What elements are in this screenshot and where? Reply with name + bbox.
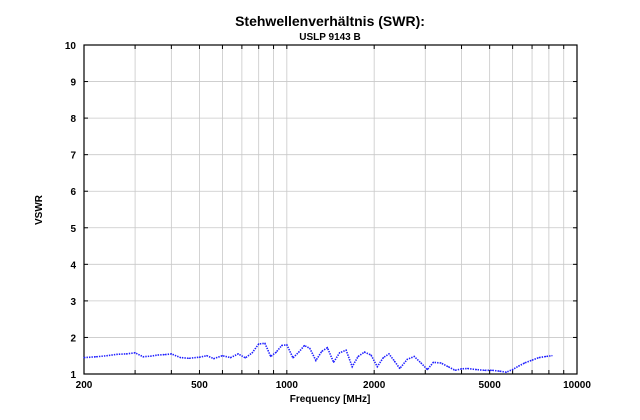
x-tick-label: 500	[191, 380, 208, 391]
data-point	[258, 343, 260, 345]
data-point	[309, 347, 311, 349]
data-point	[270, 355, 272, 358]
data-point	[83, 357, 85, 359]
data-point	[281, 344, 283, 347]
vswr-series-line	[83, 342, 553, 374]
y-tick-label: 2	[70, 333, 76, 344]
y-tick-label: 10	[65, 41, 77, 52]
data-point	[454, 369, 456, 371]
y-tick-label: 4	[70, 260, 76, 271]
data-point	[382, 357, 384, 359]
data-point	[134, 352, 136, 354]
x-tick-label: 1000	[276, 380, 299, 391]
data-point	[483, 369, 486, 371]
x-tick-label: 5000	[479, 380, 502, 391]
data-point	[188, 357, 190, 359]
data-point	[116, 353, 118, 355]
data-point	[399, 367, 401, 370]
data-point	[440, 362, 442, 364]
data-point	[150, 355, 152, 357]
data-point	[179, 357, 182, 359]
data-point	[505, 371, 507, 373]
data-point	[244, 357, 246, 359]
data-point	[475, 369, 477, 371]
data-point	[326, 347, 328, 349]
data-point	[376, 366, 378, 368]
data-point	[213, 358, 215, 360]
data-point	[292, 357, 294, 359]
data-point	[363, 351, 365, 353]
data-point	[432, 361, 434, 363]
data-point	[339, 352, 341, 354]
y-tick-label: 5	[70, 224, 76, 235]
data-point	[230, 357, 232, 359]
y-axis-label: VSWR	[34, 194, 45, 225]
data-point	[498, 370, 500, 372]
data-point	[206, 355, 208, 357]
data-point	[406, 358, 408, 360]
data-point	[491, 369, 493, 371]
data-point	[370, 354, 372, 356]
y-tick-label: 6	[70, 187, 76, 198]
data-point	[315, 359, 317, 362]
y-tick-label: 1	[70, 370, 76, 381]
data-point	[157, 354, 159, 356]
y-tick-label: 3	[70, 297, 76, 308]
data-point	[357, 355, 359, 358]
data-point	[388, 353, 390, 355]
data-point	[345, 349, 347, 351]
data-point	[125, 353, 127, 355]
grid	[84, 45, 577, 374]
data-point	[426, 369, 428, 371]
data-point	[298, 351, 300, 353]
x-tick-label: 200	[76, 380, 93, 391]
data-point	[198, 356, 201, 358]
data-point	[551, 355, 553, 357]
data-point	[511, 369, 514, 371]
data-point	[351, 366, 353, 368]
data-point	[321, 350, 323, 352]
data-point	[413, 355, 415, 358]
data-point	[538, 357, 540, 359]
chart-title: Stehwellenverhältnis (SWR):	[235, 13, 425, 29]
data-point	[467, 367, 469, 370]
data-point	[447, 366, 449, 368]
data-point	[221, 355, 223, 357]
data-point	[531, 359, 533, 361]
data-point	[333, 361, 335, 363]
data-point	[251, 352, 253, 354]
data-point	[142, 356, 144, 358]
plot-area-frame	[83, 44, 578, 375]
data-point	[303, 344, 305, 347]
data-point	[95, 356, 97, 358]
chart-subtitle: USLP 9143 B	[299, 32, 361, 43]
data-point	[264, 342, 266, 344]
data-point	[524, 362, 526, 364]
data-point	[170, 353, 172, 355]
data-point	[237, 353, 239, 355]
data-point	[460, 368, 463, 370]
data-point	[393, 360, 396, 362]
y-tick-label: 7	[70, 151, 76, 162]
x-tick-label: 2000	[363, 380, 386, 391]
y-tick-label: 9	[70, 78, 76, 89]
axis-ticks: 200 500 1000 2000 5000 10000 1 2 3 4 5 6 7 8 9 10	[65, 41, 591, 391]
data-point	[518, 365, 520, 367]
x-axis-label: Frequency [MHz]	[290, 394, 371, 405]
series-group	[83, 342, 553, 374]
data-point	[275, 351, 277, 353]
data-point	[420, 362, 422, 364]
data-point	[164, 354, 166, 356]
y-tick-label: 8	[70, 114, 76, 125]
data-point	[286, 344, 288, 346]
data-point	[545, 355, 547, 358]
x-tick-label: 10000	[563, 380, 591, 391]
data-point	[106, 355, 108, 357]
